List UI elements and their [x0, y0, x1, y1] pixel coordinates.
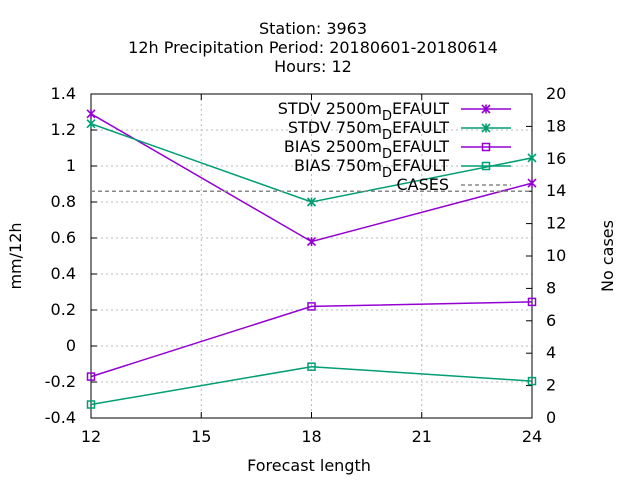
y2-tick-label: 14: [546, 181, 566, 200]
plot-frame: [90, 93, 533, 419]
data-point: [86, 372, 96, 381]
data-point: [527, 376, 537, 386]
data-point: [481, 161, 491, 171]
series-stdv-2500m: [86, 109, 537, 247]
data-point: [307, 362, 316, 371]
x-tick-label: 12: [81, 427, 101, 446]
data-point: [481, 123, 491, 133]
legend-label: BIAS 750mDEFAULT: [294, 156, 449, 181]
x-tick-label: 24: [522, 427, 542, 446]
axes: 12 15 18 21 24-0.4-0.200.20.40.60.811.21.402…: [45, 84, 567, 446]
series-stdv-750m: [86, 119, 537, 207]
legend-label: BIAS 2500mDEFAULT: [284, 137, 449, 162]
legend-label: CASES: [396, 175, 449, 194]
x-axis-label: Forecast length: [247, 456, 371, 475]
data-point: [481, 104, 491, 114]
data-point: [306, 197, 317, 207]
data-point: [527, 297, 537, 307]
title-line: Hours: 12: [274, 57, 352, 76]
legend-item: BIAS 750mDEFAULT: [294, 156, 511, 181]
data-point: [86, 109, 96, 119]
y2-axis-label: No cases: [598, 220, 617, 292]
legend-label: STDV 750mDEFAULT: [288, 118, 449, 143]
y-tick-label: -0.4: [45, 408, 76, 427]
legend-item: BIAS 2500mDEFAULT: [284, 137, 511, 162]
legend-item: STDV 750mDEFAULT: [288, 118, 511, 143]
y2-tick-label: 12: [546, 214, 566, 233]
data-point: [527, 153, 537, 163]
y2-tick-label: 2: [546, 376, 556, 395]
series-bias-2500m: [86, 297, 537, 381]
y2-tick-label: 4: [546, 343, 556, 362]
legend-item: CASES: [396, 175, 511, 194]
series-layer: [86, 109, 537, 409]
data-point: [527, 178, 537, 188]
series-line: [90, 301, 533, 378]
series-bias-750m: [86, 362, 537, 409]
y2-tick-label: 18: [546, 116, 566, 135]
data-point: [481, 142, 491, 152]
y-tick-label: 0.6: [51, 228, 76, 247]
x-tick-label: 21: [412, 427, 432, 446]
y2-tick-label: 20: [546, 84, 566, 103]
y-tick-label: 0.4: [51, 264, 76, 283]
y-tick-label: 0: [66, 336, 76, 355]
y2-tick-label: 0: [546, 408, 556, 427]
y-tick-label: 1.2: [51, 120, 76, 139]
y-axis-label: mm/12h: [6, 222, 25, 289]
data-point: [86, 119, 96, 129]
y-tick-label: 1.4: [51, 84, 76, 103]
x-tick-label: 15: [191, 427, 211, 446]
y-tick-label: 0.8: [51, 192, 76, 211]
y2-tick-label: 10: [546, 246, 566, 265]
x-tick-label: 18: [301, 427, 321, 446]
title-line: Station: 3963: [259, 19, 367, 38]
title-line: 12h Precipitation Period: 20180601-20180…: [128, 38, 498, 57]
y-tick-label: 0.2: [51, 300, 76, 319]
series-line: [90, 365, 533, 406]
data-point: [307, 302, 316, 311]
legend-item: STDV 2500mDEFAULT: [278, 99, 511, 124]
y2-tick-label: 16: [546, 149, 566, 168]
data-point: [306, 237, 317, 247]
y-tick-label: -0.2: [45, 372, 76, 391]
y2-tick-label: 8: [546, 278, 556, 297]
data-point: [86, 400, 96, 409]
legend-label: STDV 2500mDEFAULT: [278, 99, 450, 124]
y2-tick-label: 6: [546, 311, 556, 330]
y-tick-label: 1: [66, 156, 76, 175]
